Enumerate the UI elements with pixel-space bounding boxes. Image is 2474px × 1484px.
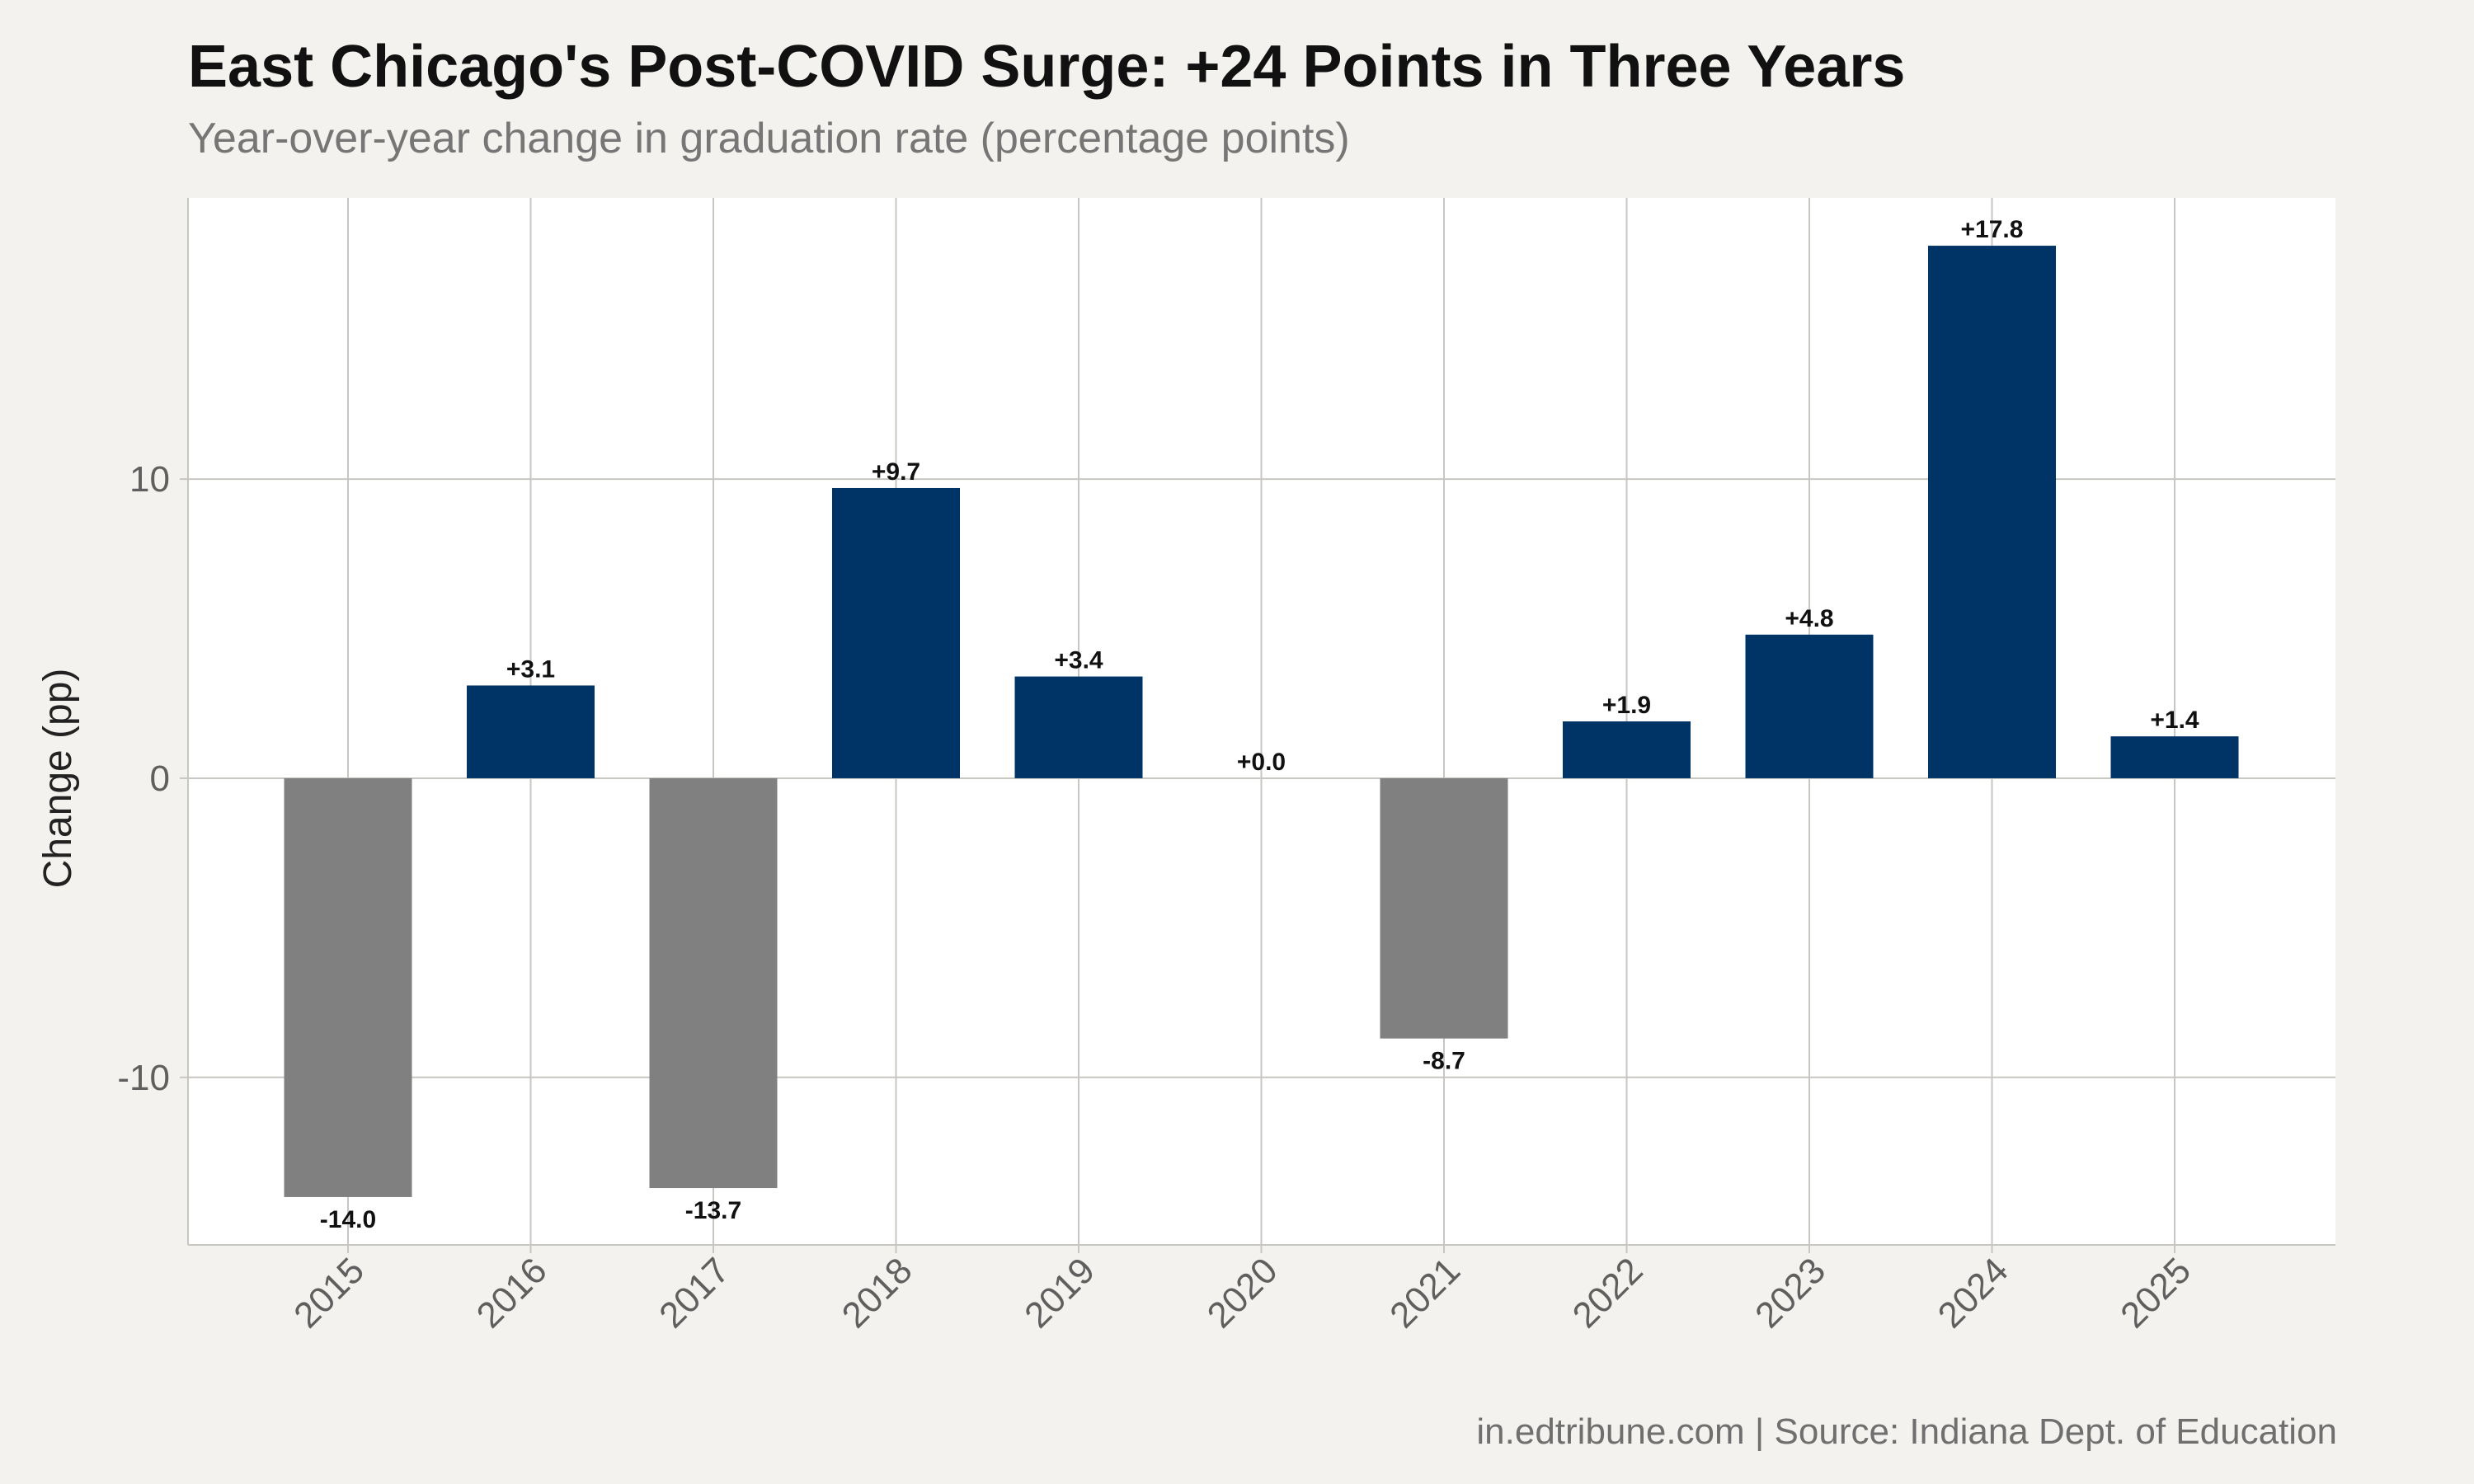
x-tick-label-2025: 2025 (2113, 1250, 2199, 1336)
data-label-2016: +3.1 (506, 655, 555, 683)
bar-2015 (284, 777, 412, 1197)
data-labels: -14.0 +3.1 -13.7 +9.7 +3.4 +0.0 -8.7 +1.9 +4.8 +1… (320, 216, 2199, 1233)
x-tick-label-2024: 2024 (1931, 1250, 2016, 1336)
x-tick-label-2015: 2015 (286, 1250, 372, 1336)
bar-2022 (1563, 721, 1691, 778)
data-label-2024: +17.8 (1961, 216, 2024, 243)
chart-subtitle: Year-over-year change in graduation rate… (188, 115, 1350, 162)
x-tick-label-2018: 2018 (835, 1250, 920, 1336)
x-tick-label-2023: 2023 (1747, 1250, 1833, 1336)
x-tick-label-2020: 2020 (1200, 1250, 1286, 1336)
bar-2016 (467, 685, 595, 778)
bar-2023 (1745, 634, 1874, 778)
data-label-2023: +4.8 (1785, 605, 1833, 632)
bar-2017 (649, 777, 778, 1189)
y-tick-label--10: -10 (117, 1058, 170, 1098)
data-label-2017: -13.7 (685, 1197, 741, 1224)
chart-title: East Chicago's Post-COVID Surge: +24 Poi… (188, 34, 1906, 100)
x-tick-label-2021: 2021 (1382, 1250, 1468, 1336)
data-label-2021: -8.7 (1423, 1048, 1465, 1075)
data-label-2019: +3.4 (1054, 647, 1103, 674)
bar-2019 (1014, 676, 1143, 778)
y-tick-label-10: 10 (129, 459, 170, 500)
bar-2018 (832, 487, 960, 778)
bar-2024 (1928, 246, 2056, 778)
bars (284, 246, 2239, 1197)
bar-2021 (1380, 777, 1508, 1039)
data-label-2018: +9.7 (872, 458, 920, 486)
x-tick-label-2019: 2019 (1017, 1250, 1103, 1336)
y-tick-label-0: 0 (150, 758, 170, 799)
y-axis-title: Change (pp) (36, 669, 80, 889)
data-label-2022: +1.9 (1602, 692, 1651, 719)
data-label-2015: -14.0 (320, 1206, 376, 1233)
data-label-2025: +1.4 (2150, 707, 2199, 734)
source-caption: in.edtribune.com | Source: Indiana Dept.… (1476, 1411, 2337, 1452)
x-tick-label-2017: 2017 (651, 1250, 737, 1336)
bar-2025 (2110, 736, 2239, 778)
x-tick-label-2016: 2016 (469, 1250, 555, 1336)
data-label-2020: +0.0 (1237, 749, 1286, 776)
x-tick-label-2022: 2022 (1565, 1250, 1651, 1336)
